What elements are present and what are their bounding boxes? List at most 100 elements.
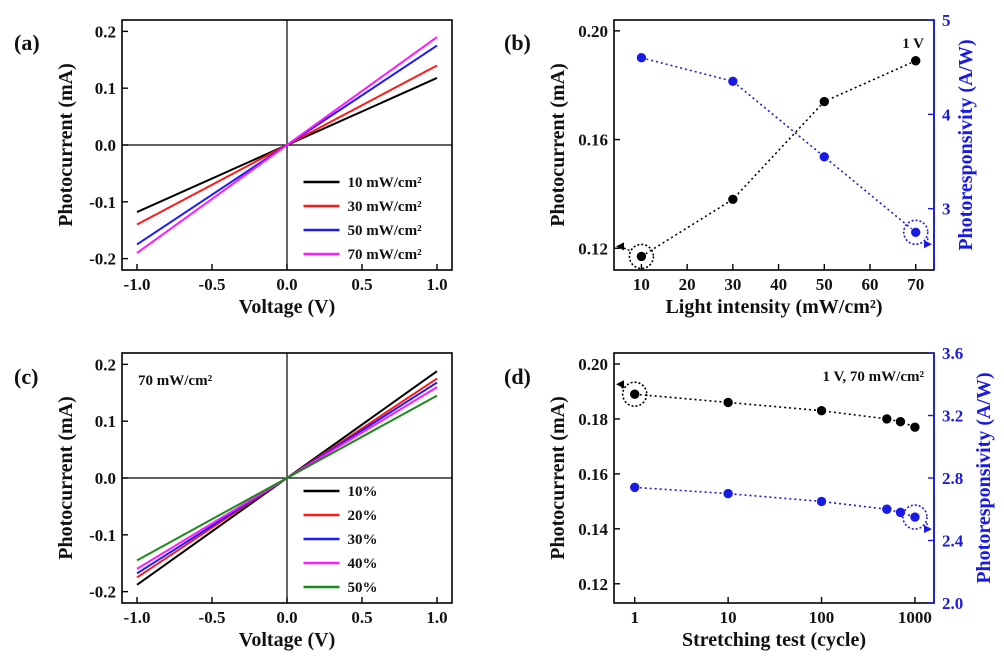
x-axis-title: Voltage (V) (239, 296, 335, 318)
data-point (895, 416, 906, 427)
y-tick-label: 0.12 (578, 239, 608, 258)
data-point (881, 503, 893, 515)
left-axis-indicator-circle (621, 381, 648, 408)
data-point (910, 226, 922, 238)
right-tick-label: 2.8 (942, 469, 963, 488)
left-axis-arrow (616, 380, 624, 389)
y-axis-right-title: Photoresponsivity (A/W) (973, 372, 995, 583)
panel-label: (b) (504, 30, 531, 55)
y-tick-label: 0.20 (578, 355, 608, 374)
y-axis-title: Photocurrent (mA) (55, 396, 77, 559)
x-tick-label: 10 (633, 275, 650, 294)
right-tick-label: 3.6 (942, 344, 963, 363)
x-tick-label: 100 (809, 608, 835, 627)
right-axis-indicator-circle (902, 219, 929, 246)
x-tick-label: -0.5 (199, 275, 226, 294)
data-point (636, 251, 647, 262)
legend-label: 10% (348, 484, 378, 500)
y-tick-label: -0.2 (89, 583, 116, 602)
data-point (722, 488, 734, 499)
right-tick-label: 5 (942, 11, 951, 30)
data-point (818, 96, 830, 107)
data-point (816, 496, 827, 507)
x-tick-label: -0.5 (199, 608, 226, 627)
right-axis-indicator-circle (902, 504, 928, 530)
y-axis-title: Photocurrent (mA) (55, 63, 77, 226)
series-line-left (634, 393, 916, 428)
right-tick-label: 4 (942, 105, 951, 124)
y-tick-label: -0.2 (89, 250, 116, 269)
x-tick-label: 1 (630, 608, 639, 627)
y-axis-title: Photocurrent (mA) (547, 63, 569, 226)
right-axis-arrow (924, 525, 932, 534)
x-tick-label: -1.0 (124, 275, 151, 294)
annotation-text: 1 V, 70 mW/cm² (823, 369, 925, 385)
right-tick-label: 3.2 (942, 407, 963, 426)
panel-0: (a) -1.0 -0.5 0.0 0.5 1.0 -0.2 -0.1 0.0 0.1 0.2 Vol… (14, 19, 453, 318)
series-line-50% (136, 394, 438, 562)
y-tick-label: 0.14 (578, 520, 608, 539)
data-point (727, 194, 739, 205)
y-tick-label: 0.2 (95, 22, 116, 41)
data-point (909, 511, 921, 523)
panel-label: (c) (14, 364, 38, 389)
data-point (722, 397, 734, 408)
data-point (636, 52, 647, 64)
legend-label: 40% (348, 556, 378, 572)
x-axis-title: Voltage (V) (239, 629, 335, 651)
plot-frame (613, 19, 935, 271)
panel-3: (d) 1 10 100 1000 0.12 0.14 0.16 0.18 0.20 2.0 2.4 2… (504, 344, 995, 651)
y-axis-right-title: Photoresponsivity (A/W) (955, 39, 977, 250)
data-point (816, 405, 827, 416)
data-point (910, 55, 922, 67)
x-tick-label: 40 (770, 275, 787, 294)
data-point (629, 388, 641, 400)
y-tick-label: 0.18 (578, 410, 608, 429)
right-axis-arrow (924, 240, 932, 249)
data-point (909, 421, 921, 433)
legend-label: 30% (348, 532, 378, 548)
legend-label: 10 mW/cm² (348, 175, 423, 191)
x-tick-label: -1.0 (124, 608, 151, 627)
plot-frame (613, 352, 935, 604)
panel-1: (b) 10 20 30 40 50 60 70 0.12 0.16 0.20 3 4 5Photores… (504, 11, 977, 318)
series-line-right (641, 56, 917, 233)
data-point (818, 151, 830, 163)
data-point (895, 507, 906, 518)
panel-label: (d) (504, 364, 531, 389)
series-line-right (634, 486, 916, 518)
right-tick-label: 3 (942, 200, 951, 219)
x-tick-label: 50 (816, 275, 833, 294)
x-tick-label: 0.0 (276, 275, 297, 294)
data-point (727, 76, 739, 87)
y-tick-label: 0.20 (578, 22, 608, 41)
x-tick-label: 1.0 (426, 275, 447, 294)
x-tick-label: 60 (862, 275, 879, 294)
left-axis-arrow (616, 242, 624, 251)
annotation-text: 1 V (902, 36, 924, 52)
x-axis-title: Light intensity (mW/cm²) (665, 296, 882, 318)
y-tick-label: 0.16 (578, 465, 608, 484)
x-tick-label: 20 (679, 275, 696, 294)
y-tick-label: 0.1 (95, 412, 116, 431)
y-axis-title: Photocurrent (mA) (547, 396, 569, 559)
legend-label: 20% (348, 508, 378, 524)
data-point (881, 413, 893, 425)
series-line-70 mW/cm² (136, 36, 438, 254)
y-tick-label: -0.1 (89, 193, 116, 212)
x-tick-label: 1000 (898, 608, 932, 627)
x-tick-label: 0.5 (351, 608, 372, 627)
y-tick-label: 0.12 (578, 575, 608, 594)
data-point (629, 482, 641, 493)
y-tick-label: -0.1 (89, 526, 116, 545)
y-tick-label: 0.2 (95, 355, 116, 374)
series-line-left (641, 60, 917, 258)
legend-label: 50% (348, 580, 378, 596)
x-tick-label: 0.5 (351, 275, 372, 294)
x-tick-label: 1.0 (426, 608, 447, 627)
right-tick-label: 2.4 (942, 532, 964, 551)
x-axis-title: Stretching test (cycle) (682, 629, 866, 651)
legend-label: 30 mW/cm² (348, 199, 423, 215)
legend-label: 70 mW/cm² (348, 247, 423, 263)
